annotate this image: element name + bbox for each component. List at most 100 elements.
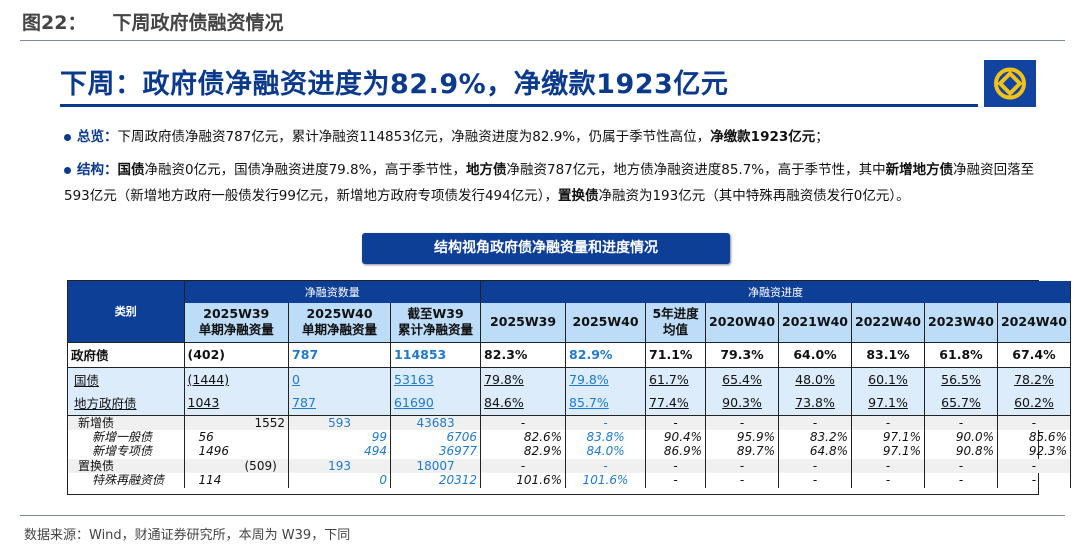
column-header-line: 2025W39 [490,314,557,330]
table-cell: 0 [288,473,392,488]
table-cell: 71.1% [645,341,707,367]
structure-bold: 置换债 [557,188,599,204]
table-cell: - [851,458,925,473]
table-cell: 90.4% [645,429,707,444]
table-cell: 84.6% [480,391,567,415]
column-header: 2025W40 单期净融资量 [288,303,392,342]
row-label: 地方政府债 [68,391,185,415]
table-cell: 787 [288,391,392,415]
structure-bold: 地方债 [465,162,507,178]
figure-title: 图22： 下周政府债融资情况 [22,8,283,35]
table-cell: - [778,473,853,488]
table-cell: 65.7% [924,391,998,415]
structure-key: 结构 [77,162,104,178]
table-cell: 1043 [184,391,290,415]
table-cell: 82.6% [480,429,567,444]
table-cell: 99 [288,429,392,444]
table-cell: 89.7% [705,444,780,459]
structure-text: 净融资787亿元，地方债净融资进度85.7%，高于季节性，其中 [506,162,886,178]
table-cell: 85.7% [565,391,647,415]
table-row: 新增债 1552 593 43683- - - - - - - - [68,414,1071,430]
column-header-line: 2023W40 [928,314,994,330]
table-cell: - [778,458,853,473]
summary-key: 总览 [77,129,104,145]
column-header-line: 2020W40 [709,314,776,330]
table-cell: - [645,414,707,430]
table-row: 置换债 (509) 193 18007- - - - - - - - [68,458,1071,473]
table-cell: 92.3% [997,444,1071,459]
table-cell: - [705,414,780,430]
column-header: 2021W40 [778,303,853,342]
table-cell: 95.9% [705,429,780,444]
table-title: 结构视角政府债净融资量和进度情况 [362,233,730,264]
divider [20,40,1065,41]
divider [20,515,1065,516]
slide-headline: 下周：政府债净融资进度为82.9%，净缴款1923亿元 [60,69,729,100]
figure-label: 图22： [22,12,87,34]
table-row: 地方政府债 1043 787 61690 84.6% 85.7% 77.4% 90.3% 73.… [68,391,1071,415]
column-header: 截至W39 累计净融资量 [390,303,482,342]
table-cell: 61.7% [645,366,707,391]
column-header-line: 单期净融资量 [302,322,378,338]
table-cell: 61690 [390,391,482,415]
column-header: 5年进度 均值 [645,303,707,342]
bullet-icon [64,133,71,141]
table-cell: 79.8% [565,366,647,391]
column-header-line: 单期净融资量 [198,322,274,338]
table-cell: 43683 [390,414,482,430]
table-cell: - [645,458,707,473]
table-row: 新增专项债 1496 494 36977 82.9% 84.0% 86.9% 89.7% 64.… [68,444,1071,459]
column-header: 2022W40 [851,303,925,342]
column-header-line: 2025W40 [572,314,639,330]
table-cell: 73.8% [778,391,853,415]
table-cell: - [565,414,647,430]
summary-sep: ： [104,129,118,145]
table-cell: 86.9% [645,444,707,459]
table-cell: 65.4% [705,366,780,391]
table-cell: 53163 [390,366,482,391]
table-cell: 82.9% [565,341,647,367]
column-header-line: 累计净融资量 [398,322,474,338]
table-cell: 78.2% [997,366,1071,391]
table-cell: 83.8% [565,429,647,444]
table-cell: 36977 [390,444,482,459]
table-cell: - [851,414,925,430]
table-cell: 114853 [390,341,482,367]
structure-text: 净融资0亿元，国债净融资进度79.8%，高于季节性， [144,162,466,178]
table-cell: 787 [288,341,392,367]
column-header: 2024W40 [997,303,1071,342]
table-cell: - [924,473,998,488]
table-row: 政府债 (402) 787 114853 82.3% 82.9% 71.1% 79.3% 64.… [68,341,1071,367]
headline-underline [60,104,978,107]
table-cell: 60.1% [851,366,925,391]
table-cell: 101.6% [565,473,647,488]
table-cell: - [705,458,780,473]
table-cell: 101.6% [480,473,567,488]
row-label: 政府债 [68,341,185,367]
table-cell: (509) [184,458,290,473]
row-label: 置换债 [68,458,185,473]
table-cell: 20312 [390,473,482,488]
table-cell: - [778,414,853,430]
table-cell: 85.6% [997,429,1071,444]
column-header: 2025W40 [565,303,647,342]
table-cell: - [851,473,925,488]
column-header-line: 2024W40 [1000,314,1067,330]
figure-title-text: 下周政府债融资情况 [112,12,284,34]
table-cell: (402) [184,341,290,367]
column-header: 2023W40 [924,303,998,342]
source-note: 数据来源：Wind，财通证券研究所，本周为 W39，下同 [24,528,351,543]
column-header: 2025W39 单期净融资量 [184,303,290,342]
column-header-line: 2022W40 [855,314,921,330]
table-cell: 18007 [390,458,482,473]
financing-table: 类别 净融资数量 净融资进度 2025W39 单期净融资量 2025W40 单期净融资量 截至… [68,281,1071,488]
row-label: 新增专项债 [68,444,185,459]
group-header-amount: 净融资数量 [184,281,482,303]
table-cell: 84.0% [565,444,647,459]
table-cell: - [565,458,647,473]
bullet-icon [64,166,71,174]
summary-bold: 净缴款1923亿元 [710,129,816,145]
table-cell: 48.0% [778,366,853,391]
table-cell: 67.4% [997,341,1071,367]
table-cell: - [997,414,1071,430]
